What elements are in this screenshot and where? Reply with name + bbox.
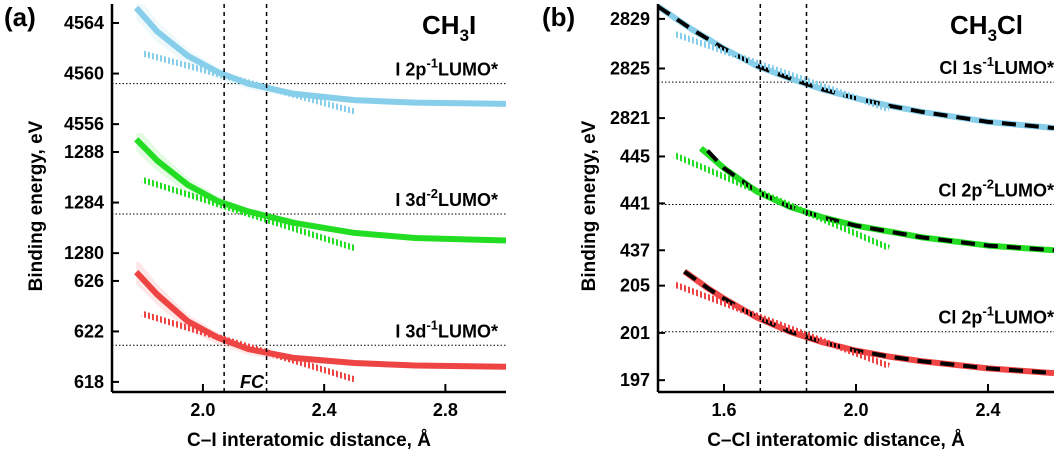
y-tick-label: 618: [74, 372, 104, 392]
series-line-dashed: [658, 4, 1054, 131]
state-label: Cl 2p-2LUMO*: [938, 177, 1054, 201]
state-label: Cl 2p-1LUMO*: [938, 304, 1054, 328]
uncertainty-band: [136, 133, 506, 242]
x-tick-label: 1.6: [711, 400, 736, 420]
state-label: I 3d-1LUMO*: [395, 317, 498, 341]
panel-b-molecule: CH3Cl: [950, 10, 1023, 45]
subplot-a-3: [112, 262, 506, 383]
x-tick-label: 2.4: [975, 400, 1000, 420]
panel-b: (b) CH3Cl Binding energy, eV C–Cl intera…: [542, 2, 1054, 451]
y-tick-label: 205: [620, 276, 650, 296]
y-tick-label: 1280: [64, 243, 104, 263]
y-tick-label: 437: [620, 240, 650, 260]
x-tick-label: 2.0: [190, 400, 215, 420]
y-tick-label: 2829: [610, 9, 650, 29]
panel-a-plot: 4556 4560 4564 I 2p-1LUMO* 1280 1284 1288 I 3d-…: [64, 4, 506, 420]
subplot-a-1: [112, 4, 506, 115]
panel-a: (a) CH3I Binding energy, eV C–I interato…: [4, 2, 506, 451]
y-tick-label: 622: [74, 321, 104, 341]
subplot-b-2: [658, 145, 1054, 254]
y-tick-label: 4556: [64, 114, 104, 134]
series-line-hatched: [673, 281, 891, 369]
y-tick-label: 626: [74, 271, 104, 291]
y-tick-label: 2821: [610, 108, 650, 128]
fc-label: FC: [240, 372, 265, 392]
subplot-b-3: [658, 269, 1054, 377]
series-line-hatched: [141, 176, 356, 251]
series-line-hatched: [673, 152, 891, 251]
panel-a-label: (a): [4, 2, 36, 32]
state-label: I 3d-2LUMO*: [395, 186, 498, 210]
panel-a-molecule: CH3I: [422, 10, 476, 45]
y-tick-label: 1288: [64, 142, 104, 162]
x-tick-label: 2.8: [433, 400, 458, 420]
panel-b-xlabel: C–Cl interatomic distance, Å: [707, 430, 965, 451]
x-tick-label: 2.4: [312, 400, 337, 420]
y-tick-label: 441: [620, 193, 650, 213]
panel-b-label: (b): [542, 2, 575, 32]
y-tick-label: 445: [620, 146, 650, 166]
panel-a-xlabel: C–I interatomic distance, Å: [187, 430, 431, 451]
series-line-solid: [698, 145, 1054, 254]
y-tick-label: 4564: [64, 13, 104, 33]
panel-a-ylabel: Binding energy, eV: [26, 120, 47, 291]
x-tick-label: 2.0: [843, 400, 868, 420]
series-line-dashed: [683, 269, 1054, 376]
subplot-a-2: [112, 133, 506, 251]
series-line-hatched: [141, 50, 356, 115]
panel-b-ylabel: Binding energy, eV: [579, 120, 600, 291]
series-line-hatched: [673, 30, 890, 113]
y-tick-label: 2825: [610, 59, 650, 79]
uncertainty-band: [136, 262, 506, 368]
y-tick-label: 4560: [64, 64, 104, 84]
y-tick-label: 201: [620, 323, 650, 343]
state-label: Cl 1s-1LUMO*: [939, 54, 1054, 78]
y-tick-label: 197: [620, 370, 650, 390]
series-line-hatched: [141, 310, 356, 383]
subplot-b-1: [658, 4, 1054, 132]
y-tick-label: 1284: [64, 193, 104, 213]
panel-b-plot: 2821 2825 2829 Cl 1s-1LUMO* 437 441 445 Cl 2p-2…: [610, 4, 1054, 420]
state-label: I 2p-1LUMO*: [395, 56, 498, 80]
